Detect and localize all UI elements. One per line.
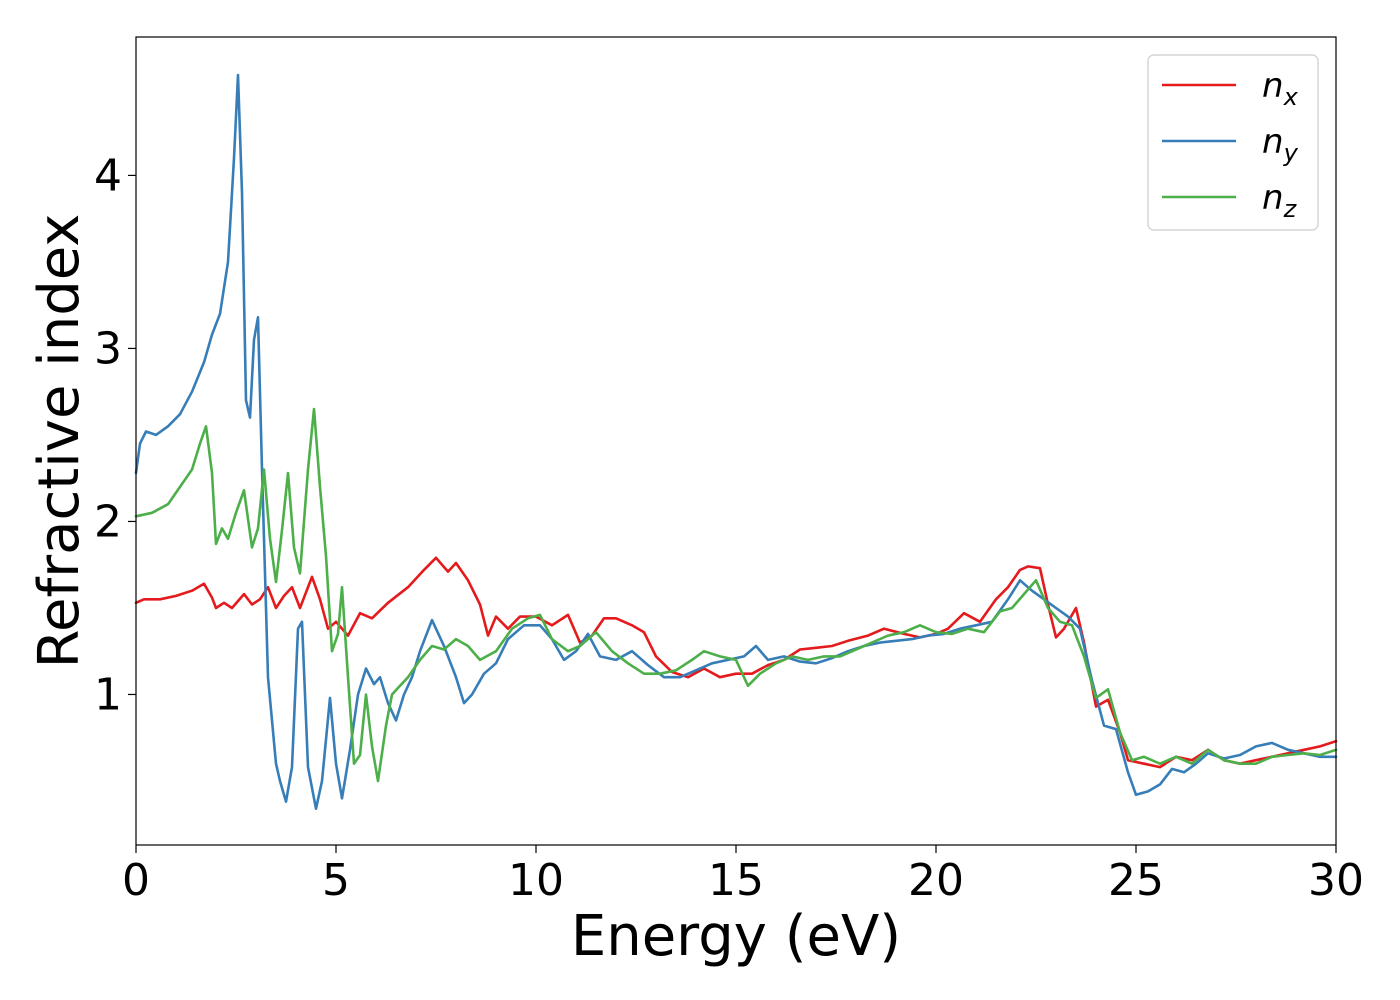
x-tick-label: 15 — [708, 855, 764, 906]
x-tick-label: 10 — [508, 855, 564, 906]
y-axis-ticks: 1 2 3 4 — [94, 150, 136, 720]
x-axis-label: Energy (eV) — [571, 904, 901, 969]
legend-label-z: nz — [1262, 178, 1298, 223]
x-axis-ticks: 0 5 10 15 20 25 30 — [122, 845, 1364, 906]
y-tick-label: 1 — [94, 669, 122, 720]
legend: nx ny nz — [1147, 54, 1319, 231]
y-tick-label: 4 — [94, 150, 122, 201]
series-layer — [134, 73, 1338, 810]
x-tick-label: 5 — [322, 855, 350, 906]
series-line-x — [134, 556, 1338, 769]
y-tick-label: 3 — [94, 323, 122, 374]
series-line-z — [134, 407, 1338, 783]
y-tick-label: 2 — [94, 496, 122, 547]
plot-background — [136, 37, 1336, 845]
x-tick-label: 25 — [1108, 855, 1164, 906]
legend-label-y: ny — [1262, 122, 1299, 167]
x-tick-label: 0 — [122, 855, 150, 906]
legend-label-x: nx — [1262, 66, 1299, 111]
x-tick-label: 30 — [1308, 855, 1364, 906]
x-tick-label: 20 — [908, 855, 964, 906]
y-axis-label: Refractive index — [27, 214, 92, 669]
legend-box — [1147, 54, 1319, 231]
